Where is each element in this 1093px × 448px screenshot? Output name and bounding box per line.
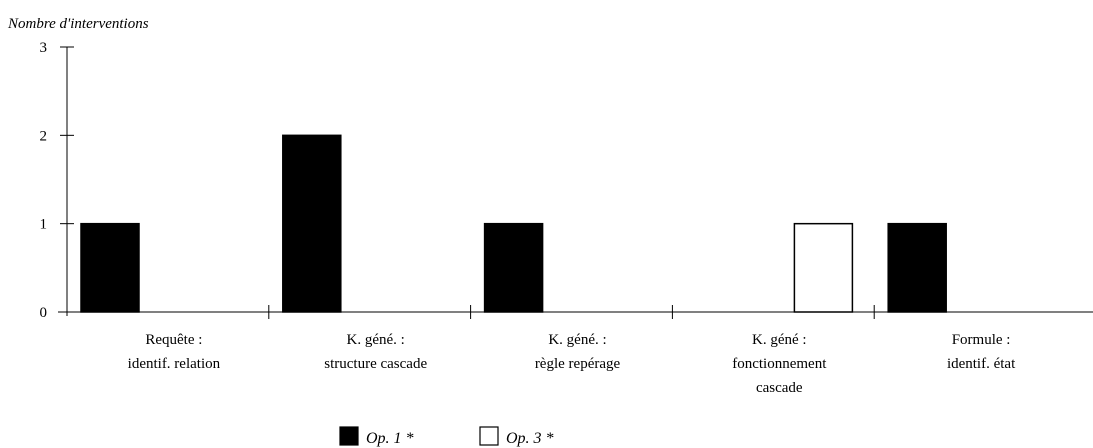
- x-category-label: fonctionnement: [732, 356, 827, 372]
- x-category-label: K. géné :: [752, 332, 807, 348]
- y-tick-label: 1: [40, 217, 48, 233]
- x-category-label: identif. état: [947, 356, 1016, 372]
- x-category-label: Formule :: [952, 332, 1011, 348]
- x-ticks: [268, 305, 875, 319]
- x-category-label: Requête :: [145, 332, 202, 348]
- y-axis-label: Nombre d'interventions: [7, 16, 149, 32]
- bar-2-4: [793, 222, 854, 313]
- bar-1-1: [80, 222, 140, 313]
- x-category-label: K. géné. :: [548, 332, 606, 348]
- y-tick-label: 0: [40, 305, 48, 321]
- bars: [80, 134, 947, 313]
- legend-swatch: [479, 426, 499, 446]
- x-category-label: identif. relation: [128, 356, 221, 372]
- y-tick-label: 2: [40, 128, 48, 144]
- legend-label: Op. 1 *: [366, 430, 414, 447]
- x-category-label: structure cascade: [324, 356, 427, 372]
- y-tick-label: 3: [40, 40, 48, 56]
- x-category-label: règle repérage: [535, 356, 621, 372]
- bar-1-3: [483, 222, 544, 313]
- legend-swatch: [339, 426, 359, 446]
- legend-label: Op. 3 *: [506, 430, 554, 447]
- x-category-labels: Requête : identif. relation K. géné. : stru…: [128, 332, 1016, 396]
- bar-1-2: [282, 134, 342, 313]
- y-ticks: 0 1 2 3: [40, 40, 74, 321]
- x-category-label: K. géné. :: [347, 332, 405, 348]
- x-category-label: cascade: [756, 380, 803, 396]
- legend: Op. 1 * Op. 3 *: [339, 426, 554, 447]
- bar-1-5: [887, 222, 947, 313]
